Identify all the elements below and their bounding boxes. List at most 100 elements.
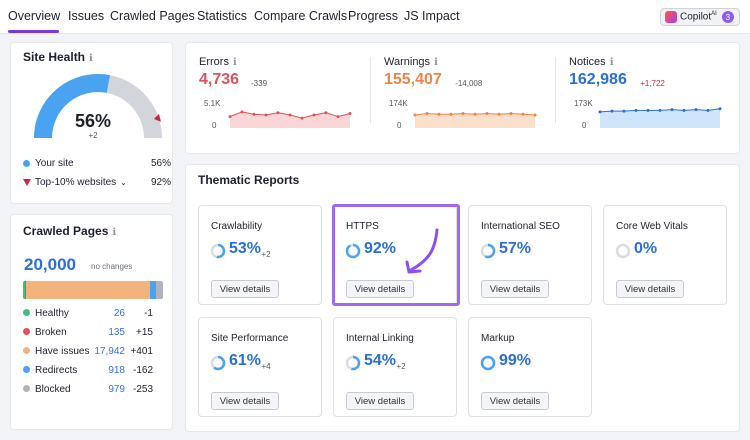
report-core-web-vitals[interactable]: Core Web Vitals 0% View details xyxy=(603,205,727,305)
bar-segment xyxy=(156,281,163,299)
sparkline-point xyxy=(312,113,316,117)
sparkline-point xyxy=(413,113,417,117)
sparkline-point xyxy=(485,111,489,115)
metric-sparkline xyxy=(413,111,537,128)
sparkline-point xyxy=(324,111,328,115)
report-score: 53% xyxy=(229,240,262,257)
sparkline-point xyxy=(437,112,441,116)
sparkline-point xyxy=(497,112,501,116)
metric-y-bottom: 0 xyxy=(212,121,217,130)
report-name: Site Performance xyxy=(211,333,289,344)
report-name: International SEO xyxy=(481,221,560,232)
crawled-pages-row-have-issues[interactable]: Have issues 17,942 +401 xyxy=(23,346,153,357)
top10-triangle-icon xyxy=(23,179,31,186)
progress-ring-icon xyxy=(345,243,361,259)
sparkline-point xyxy=(336,115,340,119)
sparkline-point xyxy=(533,113,537,117)
report-delta: +4 xyxy=(261,362,271,371)
tab-issues[interactable]: Issues xyxy=(68,9,105,23)
progress-ring-icon xyxy=(480,355,496,371)
site-health-score: 56% xyxy=(74,111,112,131)
crawled-pages-row-broken[interactable]: Broken 135 +15 xyxy=(23,327,153,338)
tab-js-impact[interactable]: JS Impact xyxy=(404,9,460,23)
report-score: 92% xyxy=(364,240,397,257)
metric-y-top: 173K xyxy=(574,99,593,108)
view-details-button[interactable]: View details xyxy=(211,280,279,298)
tab-compare-crawls[interactable]: Compare Crawls xyxy=(254,9,348,23)
tab-overview[interactable]: Overview xyxy=(8,9,61,23)
sparkline-point xyxy=(718,107,722,111)
copilot-label: CopilotAI xyxy=(680,11,717,23)
report-crawlability[interactable]: Crawlability 53% +2 View details xyxy=(198,205,322,305)
report-score: 0% xyxy=(634,240,658,257)
view-details-button[interactable]: View details xyxy=(616,280,684,298)
report-name: Core Web Vitals xyxy=(616,221,688,232)
bar-segment xyxy=(149,281,157,299)
chevron-down-icon: ⌄ xyxy=(120,178,127,187)
tab-progress[interactable]: Progress xyxy=(348,9,399,23)
progress-ring-icon xyxy=(210,243,226,259)
copilot-button[interactable]: CopilotAI 3 xyxy=(660,8,740,26)
crawled-pages-row-redirects[interactable]: Redirects 918 -162 xyxy=(23,365,153,376)
view-details-button[interactable]: View details xyxy=(346,392,414,410)
report-name: Internal Linking xyxy=(346,333,414,344)
report-international-seo[interactable]: International SEO 57% View details xyxy=(468,205,592,305)
report-site-performance[interactable]: Site Performance 61% +4 View details xyxy=(198,317,322,417)
metric-sparkline xyxy=(228,110,352,128)
tab-crawled-pages[interactable]: Crawled Pages xyxy=(110,9,195,23)
legend-top10[interactable]: Top-10% websites ⌄ 92% xyxy=(23,177,171,188)
report-internal-linking[interactable]: Internal Linking 54% +2 View details xyxy=(333,317,457,417)
sparkline-point xyxy=(252,112,256,116)
sparkline-point xyxy=(622,109,626,113)
bar-segment xyxy=(26,281,150,299)
sparkline-area xyxy=(230,111,350,128)
active-tab-indicator xyxy=(8,30,59,33)
status-dot-icon xyxy=(23,366,30,373)
metric-value: 162,986 xyxy=(569,71,627,88)
sparkline-point xyxy=(300,116,304,120)
view-details-button[interactable]: View details xyxy=(481,280,549,298)
metric-warnings[interactable]: Warnings ℹ 155,407 -14,008 174K 0 xyxy=(371,43,556,131)
crawled-pages-total[interactable]: 20,000 xyxy=(24,255,76,274)
your-site-dot-icon xyxy=(23,160,30,167)
sparkline-point xyxy=(670,108,674,112)
view-details-button[interactable]: View details xyxy=(346,280,414,298)
metric-notices[interactable]: Notices ℹ 162,986 +1,722 173K 0 xyxy=(556,43,741,131)
metric-value: 4,736 xyxy=(199,71,240,88)
report-name: HTTPS xyxy=(346,221,379,232)
report-name: Markup xyxy=(481,333,515,344)
pointer-arrow-icon xyxy=(405,228,439,274)
crawled-pages-bar xyxy=(23,281,163,299)
site-health-gauge xyxy=(34,74,162,139)
view-details-button[interactable]: View details xyxy=(481,392,549,410)
report-delta: +2 xyxy=(396,362,406,371)
status-dot-icon xyxy=(23,309,30,316)
tab-statistics[interactable]: Statistics xyxy=(197,9,248,23)
metric-errors[interactable]: Errors ℹ 4,736 -339 5.1K 0 xyxy=(186,43,371,131)
metric-y-top: 174K xyxy=(389,99,408,108)
sparkline-point xyxy=(228,115,232,119)
report-score: 54% xyxy=(364,352,397,369)
crawled-pages-row-healthy[interactable]: Healthy 26 -1 xyxy=(23,308,153,319)
sparkline-point xyxy=(288,113,292,117)
sparkline-point xyxy=(348,111,352,115)
site-health-title: Site Health ℹ xyxy=(23,50,93,64)
metric-y-top: 5.1K xyxy=(204,99,221,108)
info-icon: ℹ xyxy=(434,57,438,68)
report-markup[interactable]: Markup 99% View details xyxy=(468,317,592,417)
progress-ring-icon xyxy=(345,355,361,371)
info-icon[interactable]: ℹ xyxy=(89,53,93,64)
progress-ring-icon xyxy=(615,243,631,259)
sparkline-point xyxy=(521,112,525,116)
info-icon[interactable]: ℹ xyxy=(112,227,117,238)
issues-summary-card: Errors ℹ 4,736 -339 5.1K 0 Warnings ℹ 155,407 -14… xyxy=(185,42,740,154)
site-health-card: Site Health ℹ 56% +2 Your site 56% Top-10… xyxy=(10,42,173,204)
crawled-pages-title: Crawled Pages ℹ xyxy=(23,224,117,238)
progress-ring-icon xyxy=(210,355,226,371)
sparkline-point xyxy=(509,111,513,115)
sparkline-point xyxy=(425,111,429,115)
metric-sparkline xyxy=(598,107,722,128)
crawled-pages-row-blocked[interactable]: Blocked 979 -253 xyxy=(23,384,153,395)
view-details-button[interactable]: View details xyxy=(211,392,279,410)
info-icon: ℹ xyxy=(232,57,237,68)
